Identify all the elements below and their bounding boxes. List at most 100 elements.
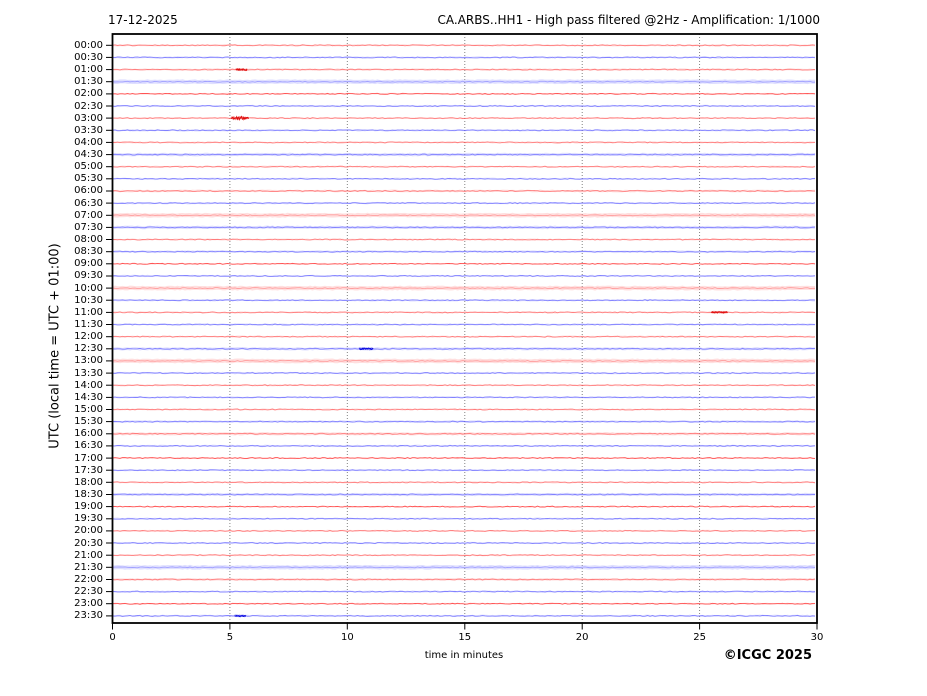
trace-halo-07:00: [112, 212, 816, 218]
y-tick-label: 07:30: [74, 221, 103, 233]
y-tick-label: 20:30: [74, 537, 103, 549]
y-tick-label: 14:00: [74, 379, 103, 391]
x-tick-label: 20: [575, 632, 589, 643]
y-tick-label: 21:30: [74, 561, 103, 573]
y-tick-label: 08:00: [74, 234, 103, 246]
trace-05:30: [112, 177, 816, 180]
y-tick-label: 17:00: [74, 452, 103, 464]
trace-23:30: [112, 614, 816, 617]
trace-20:00: [112, 529, 816, 532]
event-03:00: [230, 115, 249, 122]
y-tick-label: 11:30: [74, 319, 103, 331]
trace-18:30: [112, 493, 816, 496]
trace-06:30: [112, 202, 816, 205]
y-tick-label: 02:30: [74, 100, 103, 112]
y-tick-label: 10:30: [74, 294, 103, 306]
y-tick-label: 09:00: [74, 258, 103, 270]
trace-halo-10:00: [112, 285, 816, 291]
trace-13:00: [112, 359, 816, 362]
trace-18:00: [112, 481, 816, 484]
trace-07:30: [112, 226, 816, 229]
trace-halo-13:00: [112, 358, 816, 364]
y-tick-label: 01:30: [74, 76, 103, 88]
y-tick-label: 10:00: [74, 282, 103, 294]
trace-05:00: [112, 165, 816, 168]
y-tick-label: 00:30: [74, 51, 103, 63]
y-tick-label: 23:30: [74, 610, 103, 622]
y-tick-label: 00:00: [74, 39, 103, 51]
trace-12:00: [112, 335, 816, 338]
y-tick-label: 06:30: [74, 197, 103, 209]
y-tick-label: 18:30: [74, 488, 103, 500]
trace-01:00: [112, 68, 816, 71]
y-tick-label: 08:30: [74, 246, 103, 258]
trace-17:30: [112, 469, 816, 472]
trace-03:00: [112, 117, 816, 120]
y-tick-label: 11:00: [74, 306, 103, 318]
trace-19:00: [112, 505, 816, 508]
y-tick-label: 09:30: [74, 270, 103, 282]
trace-09:00: [112, 262, 816, 265]
y-tick-label: 18:00: [74, 476, 103, 488]
x-tick-label: 0: [109, 632, 116, 643]
trace-15:30: [112, 420, 816, 423]
plot-title: CA.ARBS..HH1 - High pass filtered @2Hz -…: [437, 13, 820, 27]
y-tick-label: 06:00: [74, 185, 103, 197]
y-tick-label: 13:00: [74, 355, 103, 367]
trace-06:00: [112, 190, 816, 192]
x-tick-label: 30: [810, 632, 824, 643]
y-tick-label: 17:30: [74, 464, 103, 476]
y-tick-label: 12:30: [74, 343, 103, 355]
y-tick-label: 13:30: [74, 367, 103, 379]
y-tick-label: 05:30: [74, 173, 103, 185]
trace-halo-01:30: [112, 79, 816, 85]
event-23:30: [234, 614, 247, 618]
trace-21:00: [112, 554, 816, 557]
trace-01:30: [112, 80, 816, 83]
y-tick-label: 02:00: [74, 88, 103, 100]
y-tick-label: 20:00: [74, 525, 103, 537]
trace-20:30: [112, 542, 816, 544]
y-tick-label: 19:30: [74, 513, 103, 525]
trace-11:30: [112, 323, 816, 326]
trace-02:30: [112, 105, 816, 107]
trace-21:30: [112, 566, 816, 569]
trace-16:00: [112, 432, 816, 435]
trace-07:00: [112, 214, 816, 217]
trace-03:30: [112, 129, 816, 132]
trace-19:30: [112, 517, 816, 520]
event-11:00: [711, 310, 728, 314]
trace-halo-21:30: [112, 564, 816, 570]
event-12:30: [358, 347, 374, 351]
y-tick-label: 01:00: [74, 64, 103, 76]
trace-10:00: [112, 287, 816, 290]
trace-04:00: [112, 141, 816, 144]
trace-16:30: [112, 444, 816, 447]
trace-12:30: [112, 347, 816, 350]
trace-08:30: [112, 250, 816, 253]
plot-frame: [111, 33, 818, 624]
trace-14:00: [112, 384, 816, 387]
y-tick-label: 03:00: [74, 112, 103, 124]
copyright-text: ©ICGC 2025: [723, 648, 812, 663]
trace-17:00: [112, 457, 816, 460]
x-tick-label: 10: [340, 632, 354, 643]
y-tick-label: 23:00: [74, 598, 103, 610]
trace-13:30: [112, 372, 816, 375]
y-tick-label: 16:30: [74, 440, 103, 452]
trace-23:00: [112, 602, 816, 605]
trace-14:30: [112, 396, 816, 399]
y-tick-label: 04:30: [74, 149, 103, 161]
y-tick-label: 22:00: [74, 573, 103, 585]
x-tick-label: 5: [226, 632, 234, 643]
y-tick-label: 07:00: [74, 209, 103, 221]
x-tick-label: 15: [458, 632, 472, 643]
trace-15:00: [112, 408, 816, 411]
y-tick-label: 21:00: [74, 549, 103, 561]
y-tick-label: 03:30: [74, 124, 103, 136]
y-tick-label: 14:30: [74, 391, 103, 403]
trace-09:30: [112, 274, 816, 277]
y-tick-label: 12:00: [74, 331, 103, 343]
